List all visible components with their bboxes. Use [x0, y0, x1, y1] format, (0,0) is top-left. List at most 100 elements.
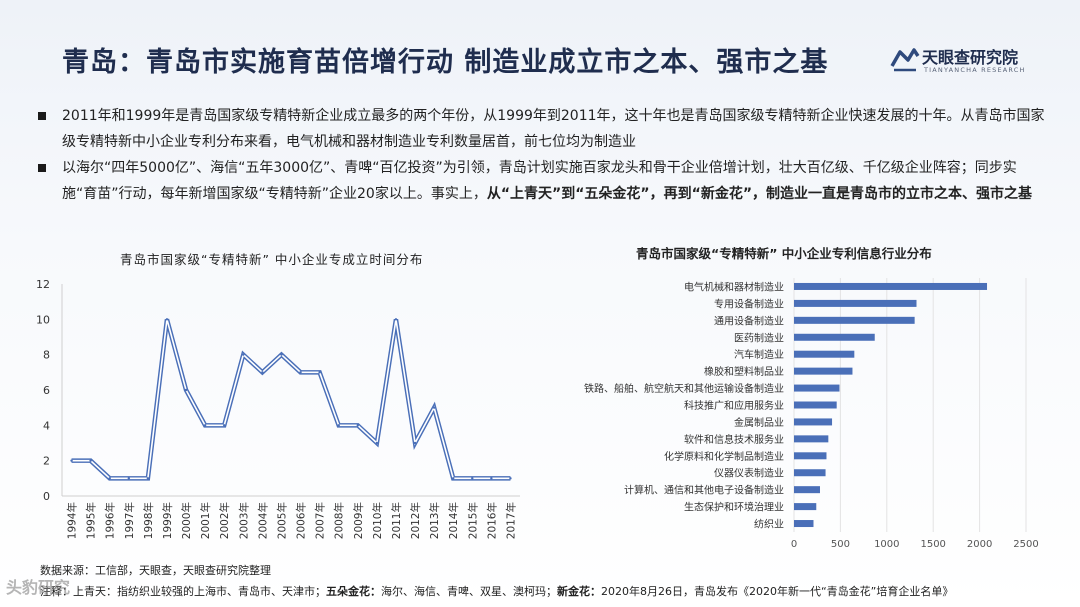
watermark: 头豹研究	[6, 578, 71, 597]
x-tick-label: 2010年	[371, 502, 384, 539]
footnote: 注释：上青天：指纺织业较强的上海市、青岛市、天津市；五朵金花：海尔、海信、青啤、…	[40, 583, 953, 599]
footnote-text-1: 海尔、海信、青啤、双星、澳柯玛；	[381, 585, 557, 598]
x-tick-label: 2017年	[504, 502, 517, 539]
data-point	[203, 424, 207, 427]
x-tick-label: 2007年	[314, 502, 327, 539]
x-tick-label: 0	[791, 539, 797, 550]
x-tick-label: 1500	[920, 539, 945, 550]
y-tick-label: 4	[43, 419, 50, 432]
data-point	[509, 477, 512, 480]
data-point	[452, 477, 455, 480]
x-tick-label: 2012年	[409, 502, 422, 539]
data-point	[242, 353, 245, 356]
category-label: 专用设备制造业	[714, 297, 784, 310]
logo-subtitle: TIANYANCHA RESEARCH	[924, 66, 1026, 74]
category-label: 化学原料和化学制品制造业	[664, 450, 784, 463]
bar	[794, 384, 840, 392]
data-point	[127, 477, 130, 480]
category-label: 计算机、通信和其他电子设备制造业	[624, 484, 784, 497]
logo-eye-icon	[890, 48, 920, 72]
bar	[794, 350, 855, 358]
page-title: 青岛：青岛市实施育苗倍增行动 制造业成立市之本、强市之基	[62, 47, 829, 78]
data-point	[375, 441, 379, 445]
y-tick-label: 10	[36, 313, 50, 326]
footnote-text-2: 2020年8月26日，青岛发布《2020年新一代“青岛金花”培育企业名单》	[601, 585, 954, 598]
bullet-text: 以海尔“四年5000亿”、海信“五年3000亿”、青啤“百亿投资”为引领，青岛计…	[62, 160, 1017, 202]
bullet-square-icon	[38, 112, 46, 120]
series-line-inner	[71, 319, 511, 480]
x-tick-label: 2015年	[466, 502, 479, 539]
data-point	[223, 424, 226, 427]
y-tick-label: 2	[43, 455, 50, 468]
x-tick-label: 1995年	[85, 502, 98, 539]
data-point	[184, 388, 188, 392]
footnote-prefix: 注释：上青天：指纺织业较强的上海市、青岛市、天津市；	[40, 585, 326, 598]
x-tick-label: 2014年	[447, 502, 460, 539]
bar	[794, 469, 826, 477]
bar	[794, 503, 817, 511]
data-point	[146, 477, 150, 480]
bullet-list: 2011年和1999年是青岛国家级专精特新企业成立最多的两个年份，从1999年到…	[36, 103, 1046, 207]
x-tick-label: 2500	[1013, 539, 1038, 550]
bar	[794, 367, 853, 375]
bullet-text: 2011年和1999年是青岛国家级专精特新企业成立最多的两个年份，从1999年到…	[62, 108, 1045, 150]
x-tick-label: 2009年	[352, 502, 365, 539]
x-tick-label: 2008年	[333, 502, 346, 539]
data-point	[394, 318, 398, 321]
category-label: 铁路、船舶、航空航天和其他运输设备制造业	[584, 382, 784, 395]
data-point	[108, 477, 111, 480]
category-label: 软件和信息技术服务业	[684, 433, 784, 446]
x-tick-label: 2001年	[199, 502, 212, 539]
y-tick-label: 0	[43, 490, 50, 503]
bullet-item: 以海尔“四年5000亿”、海信“五年3000亿”、青啤“百亿投资”为引领，青岛计…	[36, 155, 1046, 207]
bar-chart-title: 青岛市国家级“专精特新” 中小企业专利信息行业分布	[636, 246, 932, 261]
x-tick-label: 2004年	[256, 502, 269, 539]
x-tick-label: 1999年	[161, 502, 174, 539]
data-point	[413, 441, 417, 445]
data-point	[318, 371, 321, 374]
data-point	[165, 318, 169, 321]
bullet-square-icon	[38, 164, 46, 172]
x-tick-label: 1998年	[142, 502, 155, 539]
x-tick-label: 2005年	[275, 502, 288, 539]
x-tick-label: 2000	[967, 539, 992, 550]
category-label: 通用设备制造业	[714, 314, 784, 327]
x-tick-label: 1994年	[66, 502, 79, 539]
data-point	[280, 353, 283, 356]
data-point	[89, 459, 92, 462]
data-point	[471, 477, 474, 480]
bar-chart: 0 500 1000 1500 2000 2500 电气机械和器材制造业专用设备制造业通用设…	[584, 278, 1039, 550]
category-label: 医药制造业	[734, 331, 784, 344]
bar	[794, 435, 829, 443]
data-point	[299, 371, 302, 374]
x-tick-label: 1000	[874, 539, 899, 550]
x-tick-label: 1996年	[104, 502, 117, 539]
category-label: 橡胶和塑料制品业	[704, 365, 784, 378]
bar	[794, 316, 915, 324]
x-tick-label: 2003年	[237, 502, 250, 539]
category-label: 生态保护和环境治理业	[684, 501, 784, 514]
x-tick-label: 2011年	[390, 502, 403, 539]
bar	[794, 299, 917, 307]
data-point	[261, 371, 264, 374]
footnote-bold-2: 新金花：	[557, 585, 601, 598]
category-label: 汽车制造业	[734, 348, 784, 361]
category-label: 金属制品业	[734, 416, 784, 429]
logo-name: 天眼查研究院	[922, 48, 1019, 67]
data-source: 数据来源：工信部，天眼查，天眼查研究院整理	[40, 564, 271, 577]
category-label: 仪器仪表制造业	[714, 467, 784, 480]
bar	[794, 452, 827, 460]
data-point	[490, 477, 493, 480]
data-point	[356, 424, 359, 427]
data-point	[70, 459, 73, 462]
y-tick-label: 8	[43, 349, 50, 362]
y-tick-label: 12	[36, 278, 50, 291]
header: 青岛：青岛市实施育苗倍增行动 制造业成立市之本、强市之基 天眼查研究院 TIAN…	[0, 0, 1080, 100]
x-tick-label: 500	[831, 539, 850, 550]
x-tick-label: 2016年	[485, 502, 498, 539]
data-point	[337, 424, 340, 427]
x-tick-label: 2002年	[218, 502, 231, 539]
bar	[794, 401, 837, 409]
category-label: 科技推广和应用服务业	[684, 399, 784, 412]
x-tick-label: 2000年	[180, 502, 193, 539]
